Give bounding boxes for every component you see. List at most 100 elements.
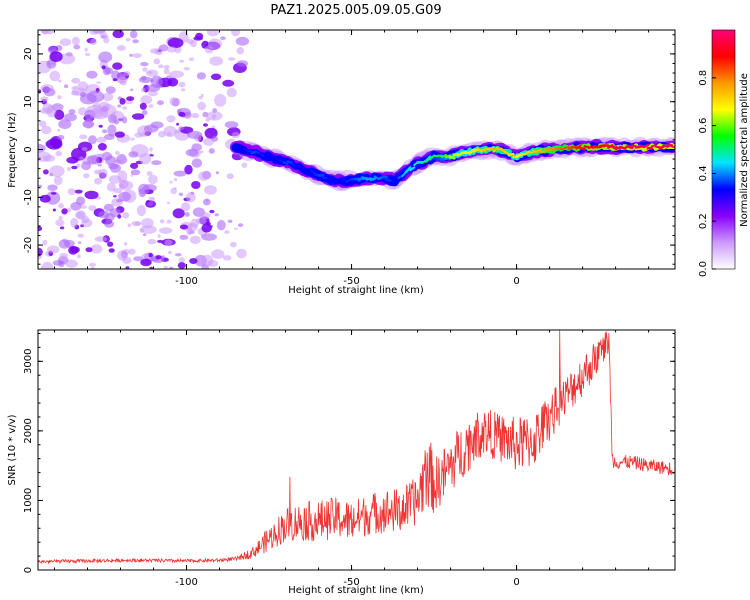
- noise-blob: [88, 135, 97, 145]
- colorbar: 0.0 0.2 0.4 0.6 0.8 Normalized spectral ampl…: [698, 29, 750, 277]
- noise-blob: [204, 185, 217, 195]
- noise-blob: [166, 219, 172, 224]
- noise-blob: [183, 67, 190, 71]
- noise-blob: [125, 37, 131, 42]
- noise-blob: [177, 262, 186, 269]
- noise-blob: [61, 208, 68, 215]
- noise-blob: [113, 187, 123, 194]
- noise-blob: [134, 132, 144, 138]
- noise-blob: [209, 225, 213, 228]
- y-tick-label: 10: [23, 95, 34, 108]
- noise-blob: [140, 62, 149, 67]
- colorbar-tick-label: 0.0: [698, 261, 709, 277]
- ridge-segment: [381, 175, 388, 179]
- noise-blob: [207, 38, 223, 50]
- noise-blob: [84, 190, 99, 200]
- noise-blob: [197, 101, 206, 111]
- noise-blob: [188, 57, 195, 61]
- noise-blob: [189, 235, 201, 245]
- noise-blob: [178, 111, 186, 117]
- y-tick-label: 20: [23, 48, 34, 61]
- noise-blob: [112, 78, 118, 82]
- y-tick-label: 3000: [23, 349, 34, 374]
- noise-blob: [59, 38, 72, 46]
- noise-blob: [71, 77, 81, 84]
- noise-blob: [54, 109, 65, 120]
- noise-blob: [80, 205, 87, 209]
- noise-blob: [183, 111, 192, 119]
- ridge-segment: [286, 160, 293, 164]
- noise-blob: [80, 91, 86, 98]
- noise-blob: [70, 201, 82, 211]
- noise-blob: [58, 260, 65, 268]
- noise-blob: [142, 233, 147, 237]
- noise-blob: [163, 65, 170, 69]
- noise-blob: [148, 174, 158, 185]
- noise-blob: [214, 93, 227, 107]
- noise-blob: [67, 167, 71, 171]
- snr-background: [38, 330, 675, 570]
- noise-blob: [167, 77, 179, 87]
- noise-blob: [163, 68, 170, 75]
- snr-series-line: [38, 330, 675, 565]
- noise-blob: [70, 217, 79, 228]
- noise-blob: [104, 220, 115, 228]
- noise-blob: [102, 129, 108, 134]
- noise-blob: [101, 65, 106, 70]
- noise-blob: [147, 201, 153, 206]
- noise-blob: [112, 30, 124, 39]
- x-tick-label: 0: [513, 276, 519, 287]
- noise-blob: [116, 45, 126, 51]
- noise-blob: [38, 143, 46, 153]
- noise-blob: [58, 53, 76, 65]
- noise-blob: [206, 111, 223, 121]
- noise-blob: [172, 208, 185, 219]
- noise-blob: [49, 70, 61, 82]
- noise-blob: [196, 72, 206, 80]
- noise-blob: [58, 216, 63, 220]
- noise-blob: [123, 71, 131, 77]
- noise-blob: [50, 192, 57, 195]
- y-tick-label: 0: [23, 146, 34, 152]
- noise-blob: [142, 130, 151, 136]
- noise-blob: [107, 241, 114, 247]
- noise-blob: [169, 97, 177, 106]
- noise-blob: [151, 160, 162, 166]
- spectrogram-ylabel: Frequency (Hz): [7, 112, 18, 188]
- colorbar-bar: [711, 29, 736, 270]
- noise-blob: [178, 192, 184, 196]
- noise-blob: [173, 170, 187, 177]
- ridge-segment: [563, 146, 570, 149]
- noise-blob: [158, 131, 166, 138]
- noise-blob: [140, 87, 146, 93]
- noise-blob: [99, 31, 108, 40]
- noise-blob: [196, 217, 207, 225]
- noise-blob: [214, 213, 219, 217]
- noise-blob: [211, 135, 219, 142]
- frequency-ridge: [230, 136, 675, 192]
- noise-blob: [96, 136, 107, 143]
- noise-blob: [57, 95, 62, 100]
- noise-blob: [79, 134, 88, 140]
- x-tick-label: -100: [175, 577, 198, 588]
- noise-blob: [78, 107, 87, 116]
- noise-blob: [169, 266, 174, 269]
- noise-blob: [86, 90, 105, 103]
- noise-blob: [86, 70, 98, 79]
- noise-blob: [179, 59, 185, 63]
- noise-blob: [93, 169, 102, 175]
- noise-blob: [76, 163, 81, 168]
- figure-title: PAZ1.2025.005.09.05.G09: [270, 3, 441, 18]
- noise-blob: [190, 191, 195, 195]
- noise-blob: [88, 262, 97, 267]
- noise-blob: [140, 95, 153, 105]
- noise-blob: [38, 151, 52, 162]
- noise-blob: [116, 199, 123, 203]
- noise-blob: [73, 44, 81, 50]
- noise-blob: [78, 241, 82, 245]
- noise-blob: [191, 113, 200, 119]
- noise-blob: [174, 129, 181, 134]
- noise-blob: [41, 125, 52, 135]
- noise-blob: [235, 36, 250, 46]
